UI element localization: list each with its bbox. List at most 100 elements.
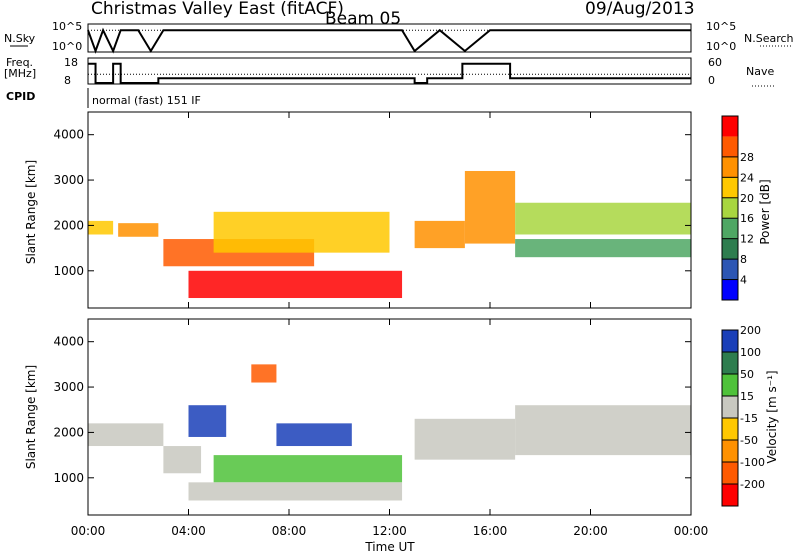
vel-cells-band-7 [414,418,516,460]
vel-cbar-label-3: -15 [740,412,758,425]
power-cbar-label-4: 20 [740,192,754,205]
vel-cbar-seg-3 [722,418,738,440]
noise-right-tick-bottom: 10^0 [706,40,736,53]
freq-panel-frame [87,57,692,85]
power-cbar-label-2: 12 [740,233,754,246]
x-tick-label-0: 00:00 [71,524,106,538]
nave-tick-bottom: 0 [708,74,715,87]
freq-label: Freq. [6,56,33,69]
power-yticks-label-3: 4000 [53,128,84,142]
freq-series [88,62,691,84]
power-cells-band-4 [213,211,390,253]
power-ylabel: Slant Range [km] [24,160,38,264]
x-tick-label-1: 04:00 [171,524,206,538]
power-cbar-label-0: 4 [740,274,747,287]
vel-cbar-label-0: -200 [740,478,765,491]
vel-cbar-seg-0 [722,484,738,506]
power-cells-band-5 [414,220,465,249]
power-cbar-seg-5 [722,177,738,198]
freq-unit: [MHz] [4,67,36,80]
vel-yticks-label-3: 4000 [53,335,84,349]
power-cells-band-0 [88,220,114,235]
power-cbar-frame [721,115,739,301]
nave-tick-top: 60 [708,56,722,69]
power-heatmap [88,170,691,299]
vel-cbar-seg-4 [722,396,738,418]
vel-cells-band-5 [188,482,403,501]
power-yticks: 1000 2000 3000 4000 [53,128,691,278]
noise-left-tick-top: 10^5 [52,20,82,33]
vel-cells-band-4 [276,423,352,447]
noise-series-0 [87,27,691,54]
noise-right-tick-top: 10^5 [706,20,736,33]
vel-cbar-seg-2 [722,440,738,462]
beam-title: Beam 05 [325,9,401,29]
vel-cbar-seg-6 [722,352,738,374]
noise-series-group [87,27,691,54]
velocity-yticks: 1000 2000 3000 4000 [53,335,691,485]
vel-cbar-label-1: -100 [740,456,765,469]
velocity-ylabel: Slant Range [km] [24,365,38,469]
power-cbar-seg-4 [722,197,738,219]
power-cells-band-3 [188,270,403,299]
power-yticks-label-0: 1000 [53,264,84,278]
power-cells-band-8 [515,239,691,258]
power-yticks-label-1: 2000 [53,218,84,232]
nave-label: Nave [746,65,774,78]
power-yticks-label-2: 3000 [53,173,84,187]
power-cells-band-6 [464,170,516,244]
noise-panel-frame [87,23,692,53]
power-cells-band-1 [118,223,159,237]
vel-cbar-label-2: -50 [740,434,758,447]
freq-tick-top: 18 [64,56,78,69]
station-title: Christmas Valley East (fitACF) [91,0,344,19]
vel-cbar-label-5: 50 [740,368,754,381]
cpid-label: CPID [6,90,35,103]
power-cbar-seg-6 [722,156,738,178]
vel-cells-band-3 [213,455,403,483]
vel-cbar-label-7: 200 [740,324,761,337]
x-tick-label-3: 12:00 [372,524,407,538]
x-tick-label-6: 00:00 [674,524,709,538]
vel-cbar-label-4: 15 [740,390,754,403]
vel-yticks-label-1: 2000 [53,425,84,439]
power-cbar-seg-1 [722,259,738,280]
x-tick-label-2: 08:00 [272,524,307,538]
noise-left-tick-bottom: 10^0 [52,40,82,53]
power-cbar-seg-7 [722,136,738,157]
vel-cbar-seg-1 [722,462,738,484]
cpid-text: normal (fast) 151 IF [92,94,201,107]
vel-cells-band-0 [88,423,164,447]
velocity-heatmap [88,364,691,501]
vel-cbar-label-6: 100 [740,346,761,359]
power-cbar-seg-3 [722,218,738,239]
nsky-label: N.Sky [4,32,36,45]
vel-cbar-seg-5 [722,374,738,396]
time-axis: 00:00 04:00 08:00 12:00 16:00 20:00 00:00 [71,112,709,538]
nsearch-label: N.Search [744,32,794,45]
vel-cells-band-8 [515,405,691,456]
vel-yticks-label-2: 3000 [53,380,84,394]
x-tick-label-5: 20:00 [573,524,608,538]
xlabel: Time UT [364,540,415,554]
x-tick-label-4: 16:00 [473,524,508,538]
power-cbar-label: Power [dB] [758,179,772,244]
vel-cbar-seg-7 [722,330,738,352]
vel-yticks-label-0: 1000 [53,471,84,485]
vel-cells-band-2 [188,405,227,437]
freq-series-group [88,62,691,84]
vel-cells-band-6 [251,364,277,383]
date-title: 09/Aug/2013 [585,0,695,19]
power-cbar-seg-8 [722,116,738,137]
vel-cells-band-1 [163,446,202,474]
power-cbar-label-3: 16 [740,212,754,225]
power-cbar-label-1: 8 [740,253,747,266]
power-cbar-label-6: 28 [740,151,754,164]
power-cbar-label-5: 24 [740,171,754,184]
freq-tick-bottom: 8 [64,74,71,87]
power-cells-band-7 [515,202,691,235]
power-colorbar: 4 8 12 16 20 24 28 [721,115,754,301]
velocity-colorbar: -200 -100 -50 -15 15 50 100 200 [721,324,765,507]
power-cbar-seg-2 [722,238,738,260]
